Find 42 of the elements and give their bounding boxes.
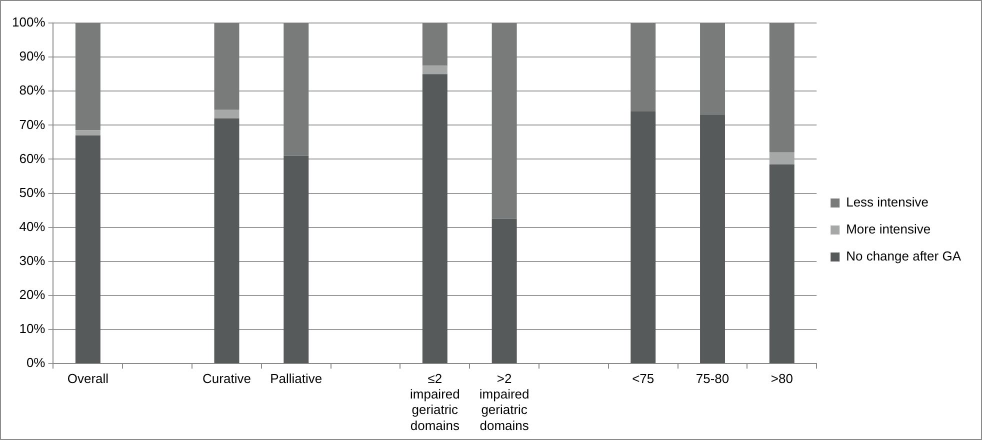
x-tick-label: Curative bbox=[202, 370, 251, 386]
x-tick-label: ≤2 impaired geriatric domains bbox=[410, 370, 460, 433]
x-tick-label: 75-80 bbox=[696, 370, 730, 386]
y-tick-label: 90% bbox=[19, 48, 46, 64]
bar bbox=[75, 135, 100, 364]
bar bbox=[630, 112, 656, 364]
bar bbox=[492, 23, 517, 219]
x-tick-label: Overall bbox=[67, 370, 109, 386]
y-tick-label: 20% bbox=[19, 287, 46, 302]
bar bbox=[284, 156, 309, 364]
bar bbox=[422, 66, 448, 74]
bar bbox=[214, 118, 240, 364]
bar bbox=[492, 218, 517, 364]
bar bbox=[769, 152, 794, 164]
bar bbox=[75, 23, 100, 130]
y-tick-label: 50% bbox=[19, 184, 46, 200]
bar bbox=[422, 74, 448, 364]
y-tick-label: 0% bbox=[26, 355, 46, 370]
bar bbox=[422, 23, 448, 66]
bar bbox=[214, 110, 240, 118]
legend-label: No change after GA bbox=[846, 248, 962, 264]
y-tick-label: 30% bbox=[19, 253, 46, 268]
bar bbox=[769, 23, 794, 152]
bar bbox=[700, 114, 725, 364]
x-tick-label: >2 impaired geriatric domains bbox=[479, 370, 530, 433]
y-tick-label: 40% bbox=[19, 218, 46, 234]
x-tick-label: Palliative bbox=[270, 370, 322, 386]
x-tick-label: >80 bbox=[770, 370, 793, 386]
bar bbox=[75, 130, 100, 136]
bar bbox=[630, 23, 656, 112]
bar bbox=[700, 23, 725, 115]
y-tick-label: 70% bbox=[19, 116, 46, 132]
y-tick-label: 100% bbox=[12, 14, 46, 30]
y-tick-label: 80% bbox=[19, 82, 46, 98]
bar bbox=[214, 23, 240, 110]
y-tick-label: 60% bbox=[19, 150, 46, 166]
x-tick-label: <75 bbox=[632, 370, 654, 386]
bar bbox=[769, 164, 794, 364]
y-tick-label: 10% bbox=[19, 321, 46, 336]
legend-label: More intensive bbox=[846, 222, 931, 237]
bar bbox=[284, 23, 309, 156]
legend-label: Less intensive bbox=[846, 194, 928, 210]
